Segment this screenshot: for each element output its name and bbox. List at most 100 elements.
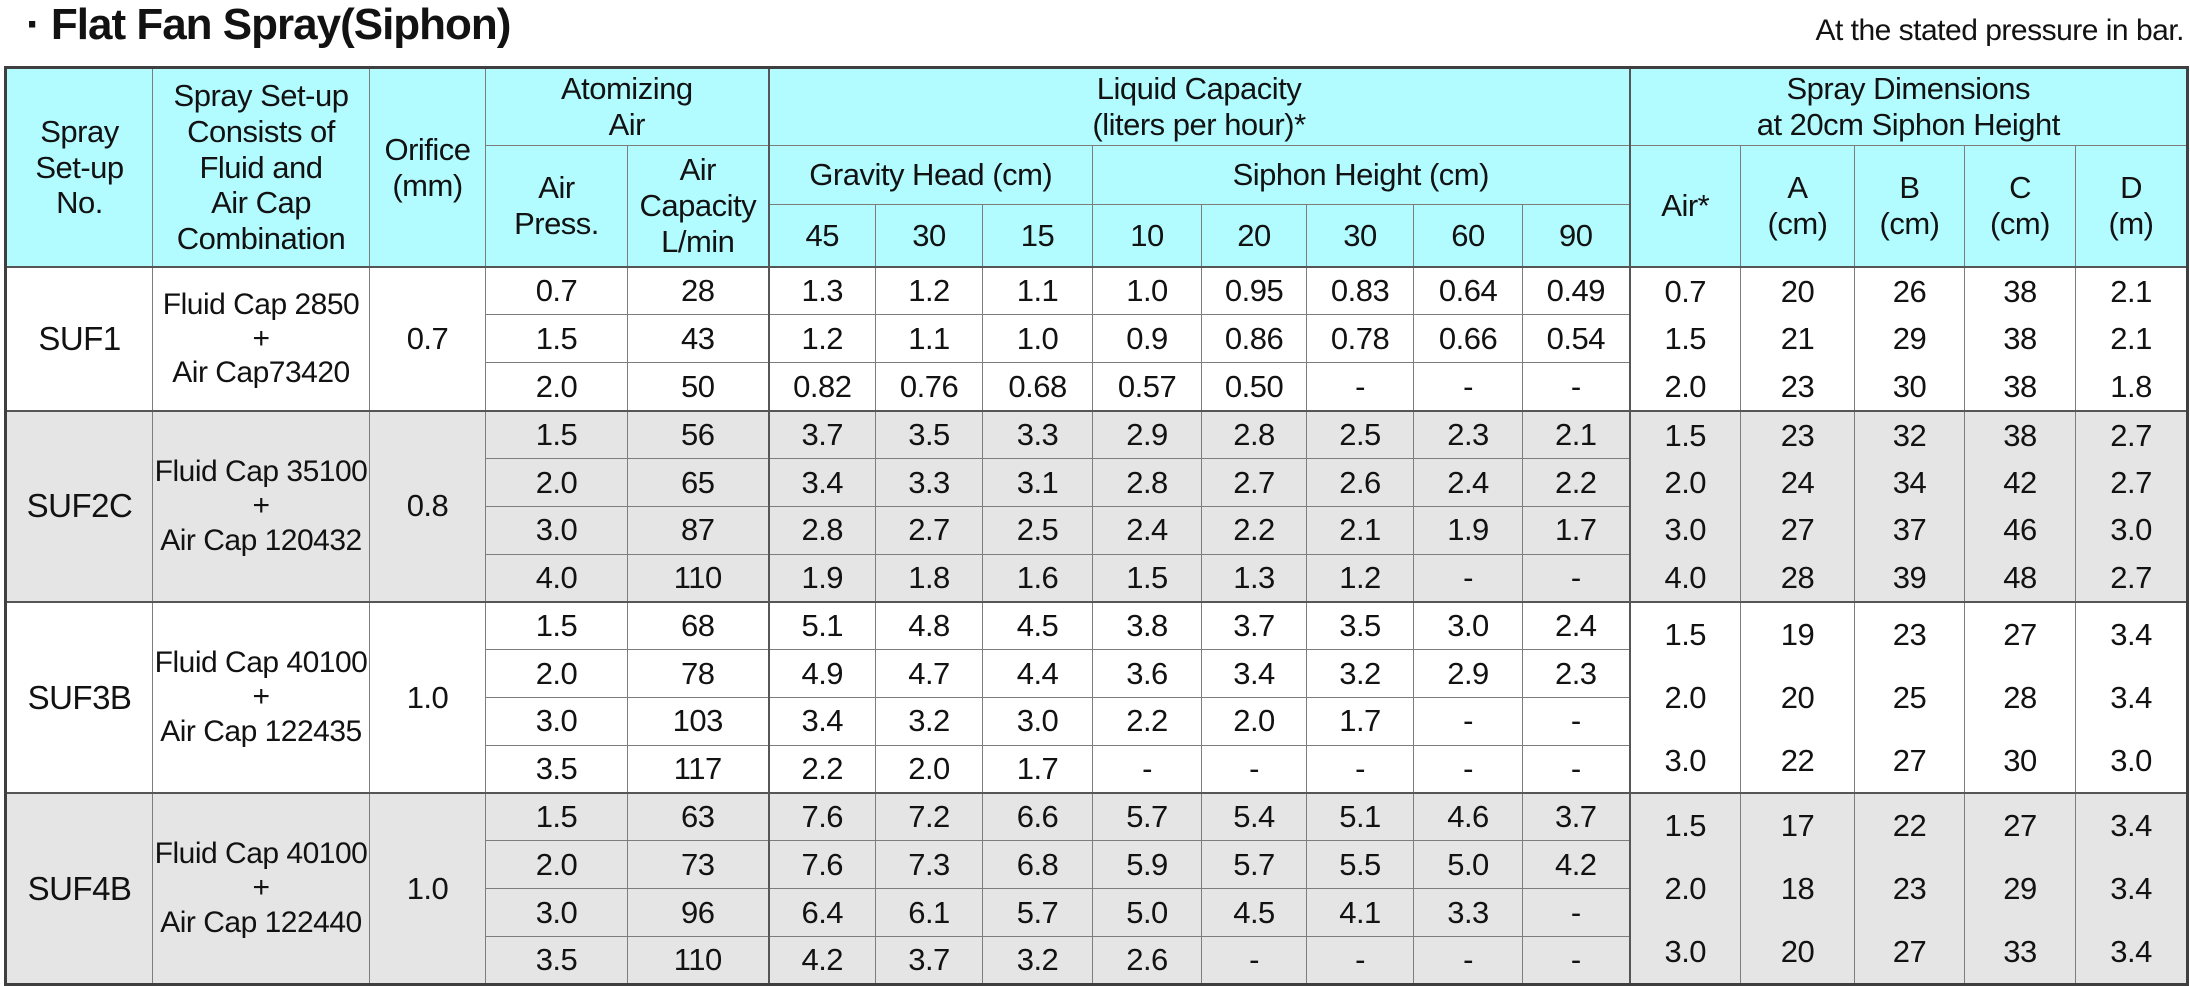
cell-siphon-20: 2.0: [1201, 697, 1308, 746]
col-header-dim-b: B (cm): [1854, 145, 1966, 268]
cell-siphon-30: 0.78: [1306, 314, 1415, 364]
cell-siphon-90: 2.3: [1522, 649, 1631, 699]
cell-dim-air: 1.5 2.0 3.0: [1628, 601, 1742, 794]
cell-siphon-90: 0.54: [1522, 314, 1631, 364]
cell-siphon-20: 3.4: [1201, 649, 1308, 699]
col-header-gravity-45: 45: [767, 204, 877, 268]
cell-siphon-60: 5.0: [1413, 840, 1524, 890]
col-header-combination: Spray Set-up Consists of Fluid and Air C…: [152, 67, 370, 268]
cell-air-capacity: 56: [626, 409, 770, 460]
cell-gravity-15: 2.5: [982, 505, 1094, 555]
cell-air-press: 0.7: [485, 266, 628, 316]
cell-air-capacity: 103: [626, 697, 770, 746]
cell-siphon-30: 4.1: [1306, 888, 1415, 938]
page-title: · Flat Fan Spray(Siphon): [26, 0, 511, 49]
cell-siphon-90: -: [1522, 362, 1631, 412]
cell-siphon-20: 2.2: [1201, 505, 1308, 555]
cell-siphon-60: 0.64: [1413, 266, 1524, 316]
cell-air-press: 3.0: [485, 505, 628, 555]
col-header-spray-setup-no: Spray Set-up No.: [5, 67, 153, 268]
cell-siphon-10: -: [1092, 744, 1203, 794]
cell-gravity-45: 3.4: [767, 458, 877, 507]
cell-gravity-45: 2.2: [767, 744, 877, 794]
cell-gravity-15: 6.6: [982, 792, 1094, 842]
cell-dim-a: 23 24 27 28: [1740, 409, 1856, 603]
cell-siphon-60: 1.9: [1413, 505, 1524, 555]
cell-dim-a: 19 20 22: [1740, 601, 1856, 794]
cell-siphon-30: 1.2: [1306, 553, 1415, 603]
cell-siphon-60: -: [1413, 697, 1524, 746]
col-header-siphon-30: 30: [1306, 204, 1415, 268]
cell-gravity-30: 7.2: [875, 792, 984, 842]
cell-gravity-15: 3.0: [982, 697, 1094, 746]
cell-gravity-45: 2.8: [767, 505, 877, 555]
cell-gravity-45: 1.2: [767, 314, 877, 364]
cell-siphon-20: 5.4: [1201, 792, 1308, 842]
cell-gravity-15: 1.6: [982, 553, 1094, 603]
col-header-siphon-20: 20: [1201, 204, 1308, 268]
cell-air-capacity: 28: [626, 266, 770, 316]
cell-gravity-30: 1.1: [875, 314, 984, 364]
col-header-atomizing-air: Atomizing Air: [484, 67, 770, 146]
cell-gravity-15: 1.0: [982, 314, 1094, 364]
cell-air-capacity: 73: [626, 840, 770, 890]
table-body: SUF1 Fluid Cap 2850 + Air Cap73420 0.7 0.7 2…: [5, 266, 2189, 986]
cell-spray-setup-no: SUF2C: [5, 409, 153, 603]
col-header-gravity-30: 30: [875, 204, 984, 268]
cell-siphon-10: 2.6: [1092, 936, 1203, 986]
cell-air-press: 2.0: [485, 362, 628, 412]
cell-dim-c: 38 38 38: [1964, 266, 2077, 412]
cell-air-press: 4.0: [485, 553, 628, 603]
cell-gravity-15: 5.7: [982, 888, 1094, 938]
cell-gravity-30: 3.2: [875, 697, 984, 746]
spray-spec-table: Spray Set-up No. Spray Set-up Consists o…: [4, 66, 2190, 986]
cell-air-capacity: 110: [626, 936, 770, 986]
cell-siphon-60: 0.66: [1413, 314, 1524, 364]
cell-gravity-30: 4.7: [875, 649, 984, 699]
cell-siphon-20: 4.5: [1201, 888, 1308, 938]
cell-gravity-15: 3.2: [982, 936, 1094, 986]
cell-gravity-45: 5.1: [767, 601, 877, 651]
cell-air-capacity: 65: [626, 458, 770, 507]
cell-siphon-90: 1.7: [1522, 505, 1631, 555]
cell-gravity-45: 7.6: [767, 792, 877, 842]
cell-dim-d: 3.4 3.4 3.0: [2075, 601, 2189, 794]
cell-gravity-30: 6.1: [875, 888, 984, 938]
cell-air-capacity: 96: [626, 888, 770, 938]
cell-siphon-10: 2.2: [1092, 697, 1203, 746]
cell-orifice: 1.0: [369, 601, 486, 794]
cell-siphon-20: 0.86: [1201, 314, 1308, 364]
cell-gravity-15: 4.5: [982, 601, 1094, 651]
cell-air-press: 1.5: [485, 409, 628, 460]
cell-gravity-30: 3.3: [875, 458, 984, 507]
cell-siphon-30: 2.1: [1306, 505, 1415, 555]
cell-siphon-30: 1.7: [1306, 697, 1415, 746]
cell-gravity-30: 3.5: [875, 409, 984, 460]
cell-siphon-10: 0.9: [1092, 314, 1203, 364]
cell-gravity-45: 3.7: [767, 409, 877, 460]
col-header-spray-dimensions: Spray Dimensions at 20cm Siphon Height: [1628, 67, 2189, 146]
cell-siphon-20: 3.7: [1201, 601, 1308, 651]
cell-dim-a: 17 18 20: [1740, 792, 1856, 986]
pressure-note: At the stated pressure in bar.: [1815, 14, 2184, 47]
row-suf3b-2: 2.0 78 4.9 4.7 4.4 3.6 3.4 3.2 2.9 2.3: [6, 649, 2188, 699]
cell-gravity-30: 4.8: [875, 601, 984, 651]
cell-siphon-60: 2.9: [1413, 649, 1524, 699]
col-header-liquid-capacity: Liquid Capacity (liters per hour)*: [767, 67, 1631, 146]
col-header-siphon-height: Siphon Height (cm): [1092, 145, 1631, 205]
cell-siphon-60: -: [1413, 744, 1524, 794]
cell-gravity-30: 7.3: [875, 840, 984, 890]
cell-dim-c: 27 28 30: [1964, 601, 2077, 794]
cell-siphon-30: -: [1306, 744, 1415, 794]
cell-siphon-10: 2.9: [1092, 409, 1203, 460]
cell-spray-setup-no: SUF1: [5, 266, 153, 412]
cell-air-capacity: 87: [626, 505, 770, 555]
cell-siphon-60: -: [1413, 362, 1524, 412]
cell-siphon-20: -: [1201, 744, 1308, 794]
cell-siphon-90: -: [1522, 697, 1631, 746]
cell-siphon-60: -: [1413, 553, 1524, 603]
col-header-air-capacity: Air Capacity L/min: [626, 145, 770, 268]
cell-siphon-30: 3.5: [1306, 601, 1415, 651]
row-suf3b-3: 3.0 103 3.4 3.2 3.0 2.2 2.0 1.7- -: [6, 697, 2188, 746]
cell-gravity-30: 2.0: [875, 744, 984, 794]
